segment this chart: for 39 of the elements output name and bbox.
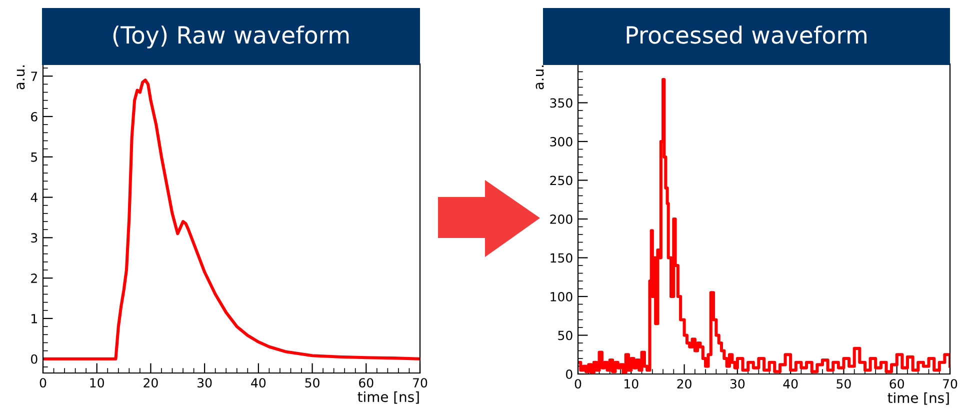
- y-tick-label: 50: [558, 330, 572, 340]
- x-tick-label: 70: [943, 379, 958, 389]
- x-tick-label: 60: [359, 378, 374, 388]
- x-tick-label: 70: [413, 378, 428, 388]
- y-tick-label: 0: [566, 369, 572, 379]
- chart-title: (Toy) Raw waveform: [113, 26, 349, 48]
- x-tick-label: 60: [890, 379, 904, 389]
- y-tick-label: 150: [550, 253, 572, 263]
- y-tick-label: 2: [31, 274, 37, 283]
- x-tick-label: 10: [90, 378, 104, 388]
- x-tick-label: 20: [677, 379, 692, 389]
- y-tick-label: 7: [31, 72, 38, 81]
- x-tick-label: 0: [40, 378, 46, 388]
- y-tick-label: 200: [550, 214, 572, 224]
- x-tick-label: 10: [624, 379, 638, 389]
- x-tick-label: 40: [783, 379, 798, 389]
- y-tick-label: 5: [31, 152, 38, 162]
- y-tick-label: 3: [31, 233, 38, 243]
- x-tick-label: 40: [251, 378, 266, 388]
- line-series: [43, 78, 420, 360]
- y-axis-title: a.u.: [16, 65, 25, 90]
- y-tick-label: 0: [31, 354, 38, 364]
- x-tick-label: 50: [836, 379, 851, 389]
- x-tick-label: 30: [730, 379, 745, 389]
- x-axis-title: time [ns]: [358, 391, 419, 404]
- chart-title: Processed waveform: [626, 26, 866, 44]
- x-axis-title: time [ns]: [888, 392, 949, 405]
- y-tick-label: 350: [550, 98, 572, 108]
- y-axis-title: a.u.: [536, 65, 544, 90]
- y-tick-label: 6: [31, 112, 38, 122]
- x-tick-label: 30: [198, 378, 212, 388]
- x-tick-label: 0: [574, 379, 582, 389]
- x-tick-label: 20: [144, 378, 158, 388]
- x-tick-label: 50: [305, 378, 320, 388]
- y-tick-label: 250: [550, 176, 572, 186]
- y-tick-label: 100: [550, 292, 572, 302]
- y-tick-label: 300: [550, 136, 572, 146]
- y-tick-label: 1: [32, 314, 37, 324]
- y-tick-label: 4: [30, 192, 38, 202]
